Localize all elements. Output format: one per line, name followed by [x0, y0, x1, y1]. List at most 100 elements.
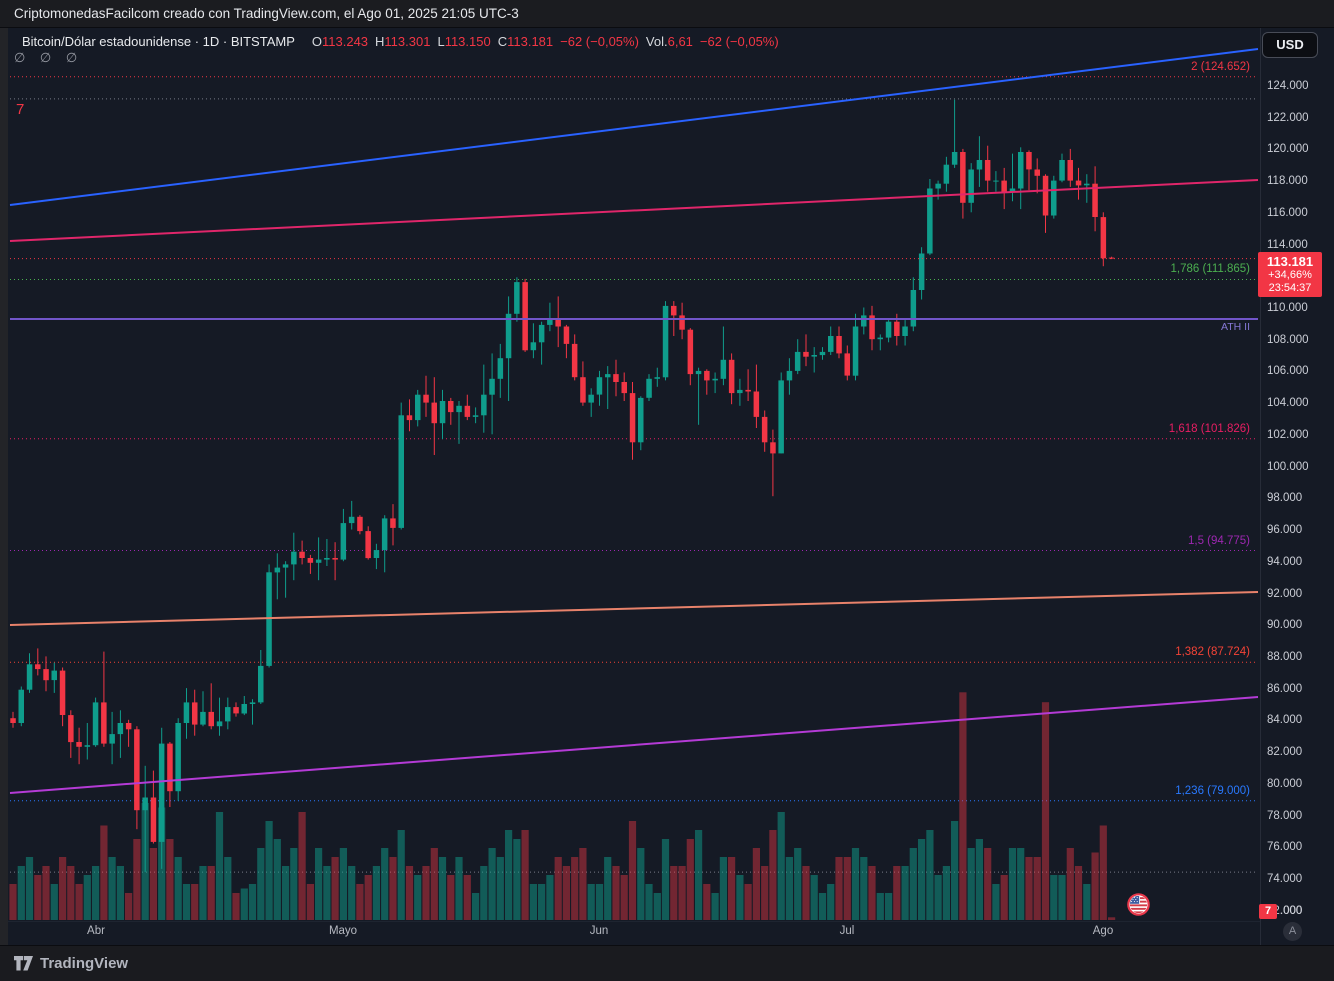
month-label: Ago: [1092, 925, 1114, 937]
volume-bar: [438, 857, 447, 920]
candle-body: [464, 405, 471, 417]
candle-body: [522, 282, 528, 351]
volume-bar: [926, 830, 934, 920]
candle-body: [646, 378, 652, 398]
tradingview-logo[interactable]: TradingView: [14, 955, 128, 972]
candle-body: [76, 742, 82, 747]
volume-bar: [967, 848, 975, 920]
volume-bar: [463, 875, 471, 920]
auto-scale-button[interactable]: A: [1283, 922, 1302, 941]
candle-body: [109, 734, 115, 744]
candle-body: [869, 315, 875, 340]
volume-bar: [42, 866, 50, 920]
price-tick: 104.000: [1267, 397, 1309, 409]
ascending-resistance-blue[interactable]: [9, 48, 1259, 206]
time-axis-separator: [8, 921, 1260, 922]
volume-bar: [34, 875, 42, 920]
month-label: Mayo: [328, 925, 358, 937]
currency-toggle-button[interactable]: USD: [1262, 32, 1318, 58]
candle-body: [918, 253, 925, 290]
candle-body: [720, 359, 727, 379]
candle-body: [348, 516, 355, 524]
candle-body: [976, 160, 983, 170]
volume-bar: [959, 692, 967, 920]
volume-bar: [50, 884, 58, 920]
volume-bar: [1058, 875, 1066, 920]
volume-bar: [174, 857, 182, 920]
volume-bar: [934, 875, 942, 920]
volume-bar: [224, 857, 232, 920]
price-tick: 116.000: [1267, 207, 1308, 219]
price-chart[interactable]: [0, 0, 1334, 945]
volume-bar: [240, 888, 248, 920]
volume-bar: [447, 875, 455, 920]
candle-body: [580, 377, 586, 403]
candle-body: [26, 664, 33, 690]
candle-body: [35, 664, 41, 670]
ascending-support-magenta[interactable]: [9, 696, 1259, 794]
volume-bar: [612, 866, 620, 920]
volume-bar: [1066, 848, 1074, 920]
candle-body: [92, 702, 99, 746]
candle-body: [241, 704, 247, 714]
volume-bar: [1091, 852, 1099, 920]
month-label: Jul: [839, 925, 855, 937]
candle-body: [1059, 160, 1065, 181]
candle-body: [828, 336, 834, 352]
candle-body: [687, 329, 694, 375]
candle-body: [415, 394, 421, 421]
symbol-legend[interactable]: Bitcoin/Dólar estadounidense · 1D · BITS…: [22, 34, 779, 49]
us-flag-icon: [1127, 893, 1150, 916]
candle-body: [324, 558, 330, 560]
volume-bar: [595, 884, 604, 920]
candle-body: [59, 670, 66, 715]
low-value: 113.150: [444, 34, 491, 49]
volume-bar: [769, 830, 777, 920]
candle-body: [134, 729, 140, 811]
candle-body: [877, 337, 883, 340]
candle-body: [150, 797, 157, 842]
candle-body: [514, 282, 520, 314]
candle-body: [439, 401, 446, 424]
candle-body: [844, 353, 850, 376]
volume-bar: [100, 825, 108, 920]
symbol-title[interactable]: Bitcoin/Dólar estadounidense · 1D · BITS…: [22, 34, 295, 49]
volume-bar: [686, 839, 694, 920]
volume-bar: [513, 839, 521, 920]
ascending-resistance-pink[interactable]: [9, 179, 1259, 242]
price-tick: 86.000: [1267, 683, 1303, 695]
candle-body: [588, 394, 594, 403]
candle-body: [538, 324, 545, 343]
fib-level-label: 2 (124.652): [1191, 61, 1250, 73]
price-tick: 84.000: [1267, 714, 1303, 726]
volume-bar: [306, 884, 314, 920]
price-tick: 118.000: [1267, 175, 1308, 187]
volume-bar: [348, 866, 356, 920]
volume-bar: [975, 839, 983, 920]
candle-body: [571, 343, 578, 378]
volume-bar: [108, 857, 116, 920]
volume-bar: [885, 893, 893, 920]
candle-body: [803, 351, 809, 357]
volume-bar: [323, 866, 331, 920]
volume-bar: [397, 830, 405, 920]
trend-lines: [9, 48, 1259, 794]
volume-bar: [719, 857, 727, 920]
ascending-support-orange[interactable]: [9, 591, 1259, 626]
left-gutter: [0, 28, 8, 945]
candle-body: [638, 397, 644, 443]
candle-body: [753, 391, 760, 417]
candle-body: [315, 559, 322, 563]
volume-bar: [472, 893, 480, 920]
candle-body: [365, 531, 371, 559]
candle-body: [935, 183, 941, 189]
hidden-indicators-row[interactable]: ∅ ∅ ∅: [14, 50, 81, 65]
volume-bar: [868, 866, 876, 920]
candle-body: [1001, 180, 1007, 192]
candle-body: [1051, 180, 1057, 216]
volume-bar: [207, 866, 215, 920]
candle-body: [704, 370, 710, 381]
volume-bar: [628, 821, 637, 920]
volume-bar: [571, 857, 579, 920]
price-tick: 78.000: [1267, 810, 1303, 822]
